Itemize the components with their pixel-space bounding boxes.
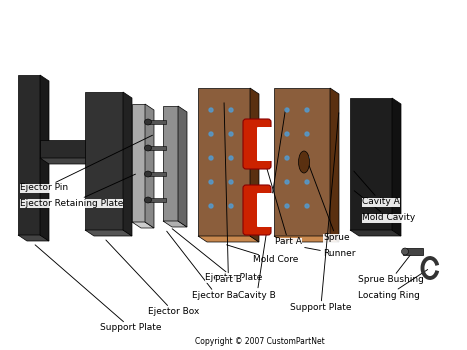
Polygon shape — [330, 88, 339, 242]
Text: Cavity B: Cavity B — [238, 109, 286, 300]
Polygon shape — [40, 158, 104, 164]
Text: Ejector Bar: Ejector Bar — [167, 231, 242, 301]
Polygon shape — [178, 106, 187, 227]
Text: Ejector Pin: Ejector Pin — [20, 135, 153, 192]
Circle shape — [285, 204, 289, 208]
Polygon shape — [132, 222, 154, 228]
Circle shape — [229, 108, 233, 112]
Polygon shape — [145, 104, 154, 228]
Text: Ejector Box: Ejector Box — [106, 240, 199, 316]
Circle shape — [209, 204, 213, 208]
FancyBboxPatch shape — [243, 119, 271, 169]
Circle shape — [209, 180, 213, 184]
Text: Part A: Part A — [261, 148, 302, 246]
Ellipse shape — [298, 151, 310, 173]
Text: Support Plate: Support Plate — [35, 245, 162, 332]
Circle shape — [285, 156, 289, 160]
Circle shape — [305, 132, 309, 136]
FancyBboxPatch shape — [257, 127, 273, 161]
Circle shape — [229, 132, 233, 136]
Text: Locating Ring: Locating Ring — [358, 270, 428, 300]
Polygon shape — [85, 92, 123, 230]
Circle shape — [285, 180, 289, 184]
Ellipse shape — [144, 145, 151, 151]
Text: Support Plate: Support Plate — [290, 113, 352, 313]
Circle shape — [209, 108, 213, 112]
Circle shape — [285, 108, 289, 112]
Polygon shape — [198, 88, 250, 236]
Circle shape — [305, 204, 309, 208]
Polygon shape — [40, 140, 95, 158]
Text: Runner: Runner — [305, 247, 355, 259]
Polygon shape — [350, 98, 392, 230]
Text: Mold Cavity: Mold Cavity — [354, 191, 415, 223]
Text: Ejector Plate: Ejector Plate — [172, 229, 262, 282]
Text: Ejector Retaining Plate: Ejector Retaining Plate — [20, 174, 135, 208]
Ellipse shape — [402, 248, 409, 255]
FancyBboxPatch shape — [243, 185, 271, 235]
Polygon shape — [274, 88, 330, 236]
Circle shape — [209, 132, 213, 136]
Ellipse shape — [144, 197, 151, 203]
Polygon shape — [163, 221, 187, 227]
Polygon shape — [163, 106, 178, 221]
Circle shape — [229, 180, 233, 184]
Circle shape — [229, 204, 233, 208]
Polygon shape — [18, 235, 49, 241]
FancyBboxPatch shape — [257, 193, 273, 227]
Ellipse shape — [144, 119, 151, 125]
Text: Sprue Bushing: Sprue Bushing — [358, 254, 424, 285]
Polygon shape — [40, 75, 49, 241]
Circle shape — [305, 156, 309, 160]
Polygon shape — [392, 98, 401, 236]
Circle shape — [229, 156, 233, 160]
Polygon shape — [148, 120, 166, 124]
Polygon shape — [148, 146, 166, 150]
Ellipse shape — [144, 171, 151, 177]
Polygon shape — [250, 88, 259, 242]
Circle shape — [209, 156, 213, 160]
Text: Cavity A: Cavity A — [354, 171, 400, 206]
Polygon shape — [18, 75, 40, 235]
Polygon shape — [95, 140, 104, 164]
Polygon shape — [123, 92, 132, 236]
Circle shape — [305, 108, 309, 112]
Text: Mold Core: Mold Core — [226, 245, 298, 265]
Bar — [403, 248, 423, 255]
Polygon shape — [85, 230, 132, 236]
Polygon shape — [198, 236, 259, 242]
Circle shape — [305, 180, 309, 184]
Text: Part B: Part B — [215, 103, 242, 285]
Polygon shape — [148, 198, 166, 202]
Text: Sprue: Sprue — [305, 155, 350, 243]
Polygon shape — [350, 230, 401, 236]
Text: Copyright © 2007 CustomPartNet: Copyright © 2007 CustomPartNet — [195, 337, 325, 346]
Polygon shape — [148, 172, 166, 176]
Polygon shape — [274, 236, 339, 242]
Polygon shape — [132, 104, 145, 222]
Circle shape — [285, 132, 289, 136]
